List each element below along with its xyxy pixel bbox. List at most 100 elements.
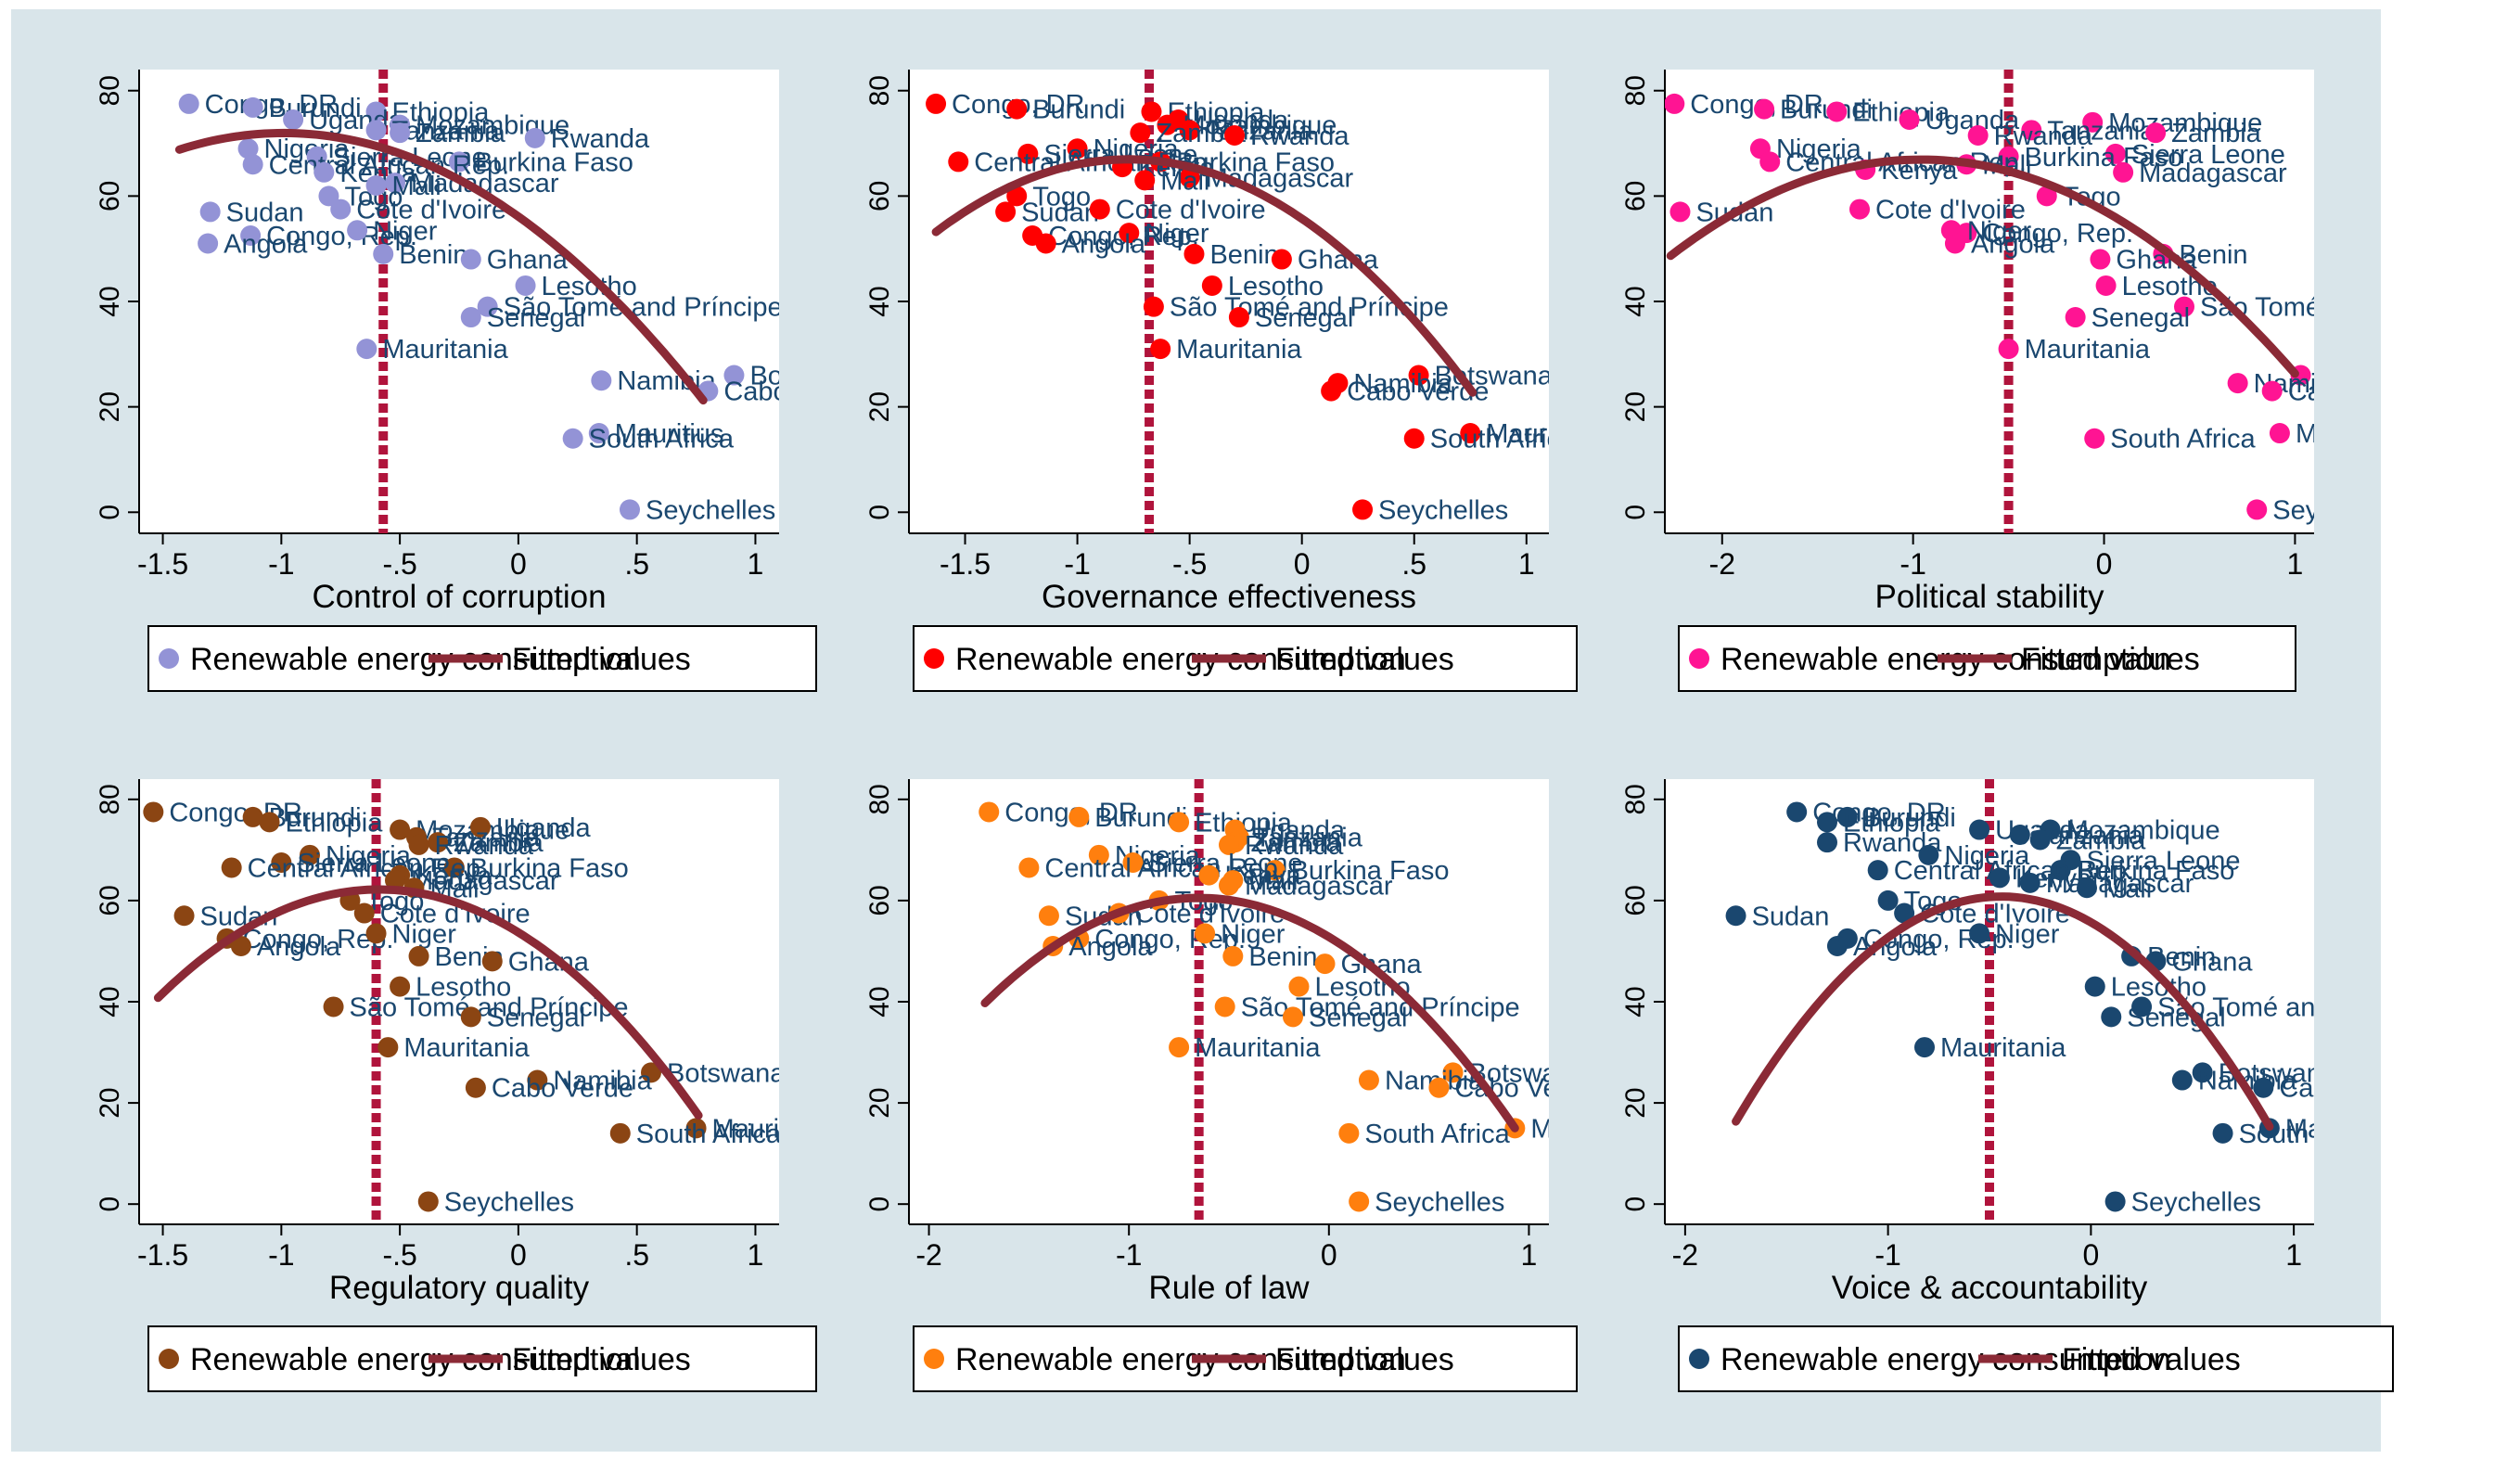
data-point bbox=[723, 365, 745, 386]
y-tick-label: 40 bbox=[1620, 986, 1651, 1017]
point-label: Sudan bbox=[1021, 198, 1099, 227]
data-point bbox=[465, 1077, 486, 1098]
data-point bbox=[173, 905, 195, 927]
data-point bbox=[2212, 1122, 2233, 1144]
data-point bbox=[390, 976, 411, 997]
data-point bbox=[2253, 1077, 2274, 1098]
data-point bbox=[1918, 844, 1939, 865]
y-tick-label: 0 bbox=[1620, 505, 1651, 520]
y-tick-label: 20 bbox=[95, 1087, 125, 1118]
point-label: Sierra Leone bbox=[2131, 140, 2285, 170]
data-point bbox=[2065, 307, 2086, 328]
data-point bbox=[408, 834, 429, 855]
data-point bbox=[588, 423, 609, 444]
point-label: Niger bbox=[1995, 919, 2060, 949]
x-tick-label: 1 bbox=[748, 547, 764, 581]
data-point bbox=[143, 801, 164, 823]
data-point bbox=[1141, 101, 1162, 122]
point-label: Angola bbox=[257, 932, 341, 962]
y-tick-label: 60 bbox=[864, 885, 895, 915]
x-tick-label: 0 bbox=[510, 547, 527, 581]
point-label: Cabo Verde bbox=[2279, 1074, 2421, 1104]
y-tick-label: 0 bbox=[95, 505, 125, 520]
data-point bbox=[1224, 125, 1246, 147]
data-point bbox=[373, 243, 394, 264]
x-tick-label: -1.5 bbox=[137, 547, 188, 581]
x-tick-label: -2 bbox=[1709, 547, 1735, 581]
y-tick-label: 80 bbox=[95, 75, 125, 106]
data-point bbox=[1169, 1037, 1190, 1058]
point-label: Sierra Leone bbox=[2087, 846, 2241, 876]
point-label: Congo, DR bbox=[169, 798, 301, 827]
point-label: Mauritius bbox=[1486, 419, 1595, 449]
point-label: Tanzania bbox=[1206, 116, 1314, 146]
point-label: Lesotho bbox=[1228, 272, 1324, 301]
point-label: Niger bbox=[1145, 219, 1209, 249]
y-tick-label: 60 bbox=[1620, 181, 1651, 211]
point-label: Rwanda bbox=[435, 831, 534, 861]
data-point bbox=[1157, 114, 1178, 135]
point-label: Zambia bbox=[454, 828, 544, 858]
point-label: Angola bbox=[224, 230, 308, 260]
point-label: Madagascar bbox=[411, 866, 559, 896]
data-point bbox=[347, 220, 368, 241]
point-label: South Africa bbox=[1364, 1120, 1510, 1149]
data-point bbox=[237, 138, 259, 160]
x-tick-label: .5 bbox=[624, 1238, 649, 1272]
x-tick-label: -1 bbox=[268, 1238, 294, 1272]
x-axis-title: Governance effectiveness bbox=[1042, 579, 1416, 615]
data-point bbox=[1088, 844, 1109, 865]
data-point bbox=[1089, 198, 1110, 220]
x-tick-label: 1 bbox=[748, 1238, 764, 1272]
point-label: Senegal bbox=[2091, 303, 2190, 333]
data-point bbox=[330, 198, 352, 220]
point-label: Rwanda bbox=[1994, 122, 2093, 151]
data-point bbox=[685, 1118, 707, 1139]
x-tick-label: .5 bbox=[1401, 547, 1426, 581]
data-point bbox=[2269, 423, 2290, 444]
x-axis-title: Regulatory quality bbox=[329, 1270, 590, 1306]
data-point bbox=[460, 307, 481, 328]
legend-marker bbox=[159, 648, 179, 669]
fitted-curve bbox=[1666, 155, 2299, 378]
point-label: Cabo Verde bbox=[723, 378, 865, 407]
x-tick-label: 0 bbox=[2096, 547, 2113, 581]
data-point bbox=[1288, 976, 1310, 997]
point-label: Mauritius bbox=[2285, 1114, 2395, 1144]
fitted-curve bbox=[980, 893, 1519, 1133]
data-point bbox=[562, 428, 583, 449]
data-point bbox=[1169, 812, 1190, 833]
point-label: Mauritius bbox=[2296, 419, 2405, 449]
data-point bbox=[323, 996, 344, 1017]
data-point bbox=[1428, 1077, 1450, 1098]
point-label: Mauritania bbox=[403, 1033, 530, 1063]
x-axis-title: Control of corruption bbox=[312, 579, 606, 615]
data-point bbox=[1998, 339, 2019, 360]
data-point bbox=[1017, 143, 1039, 164]
data-point bbox=[365, 120, 387, 141]
data-point bbox=[221, 857, 242, 878]
fitted-curve bbox=[1732, 892, 2274, 1132]
data-point bbox=[1264, 860, 1286, 881]
x-tick-label: .5 bbox=[624, 547, 649, 581]
data-point bbox=[1038, 905, 1059, 927]
x-axis-title: Political stability bbox=[1874, 579, 2104, 615]
point-label: Seychelles bbox=[1378, 495, 1508, 525]
data-point bbox=[2029, 829, 2051, 851]
point-label: Mauritania bbox=[1940, 1033, 2066, 1063]
point-label: Senegal bbox=[1309, 1003, 1407, 1032]
data-point bbox=[2009, 825, 2030, 845]
point-label: Congo, Rep. bbox=[1094, 925, 1246, 954]
data-point bbox=[2050, 860, 2071, 881]
point-label: Sudan bbox=[1752, 902, 1830, 931]
data-point bbox=[1403, 428, 1425, 449]
data-point bbox=[1969, 819, 1990, 840]
data-point bbox=[1669, 201, 1691, 223]
y-tick-label: 80 bbox=[1620, 75, 1651, 106]
legend-label-fitted: Fitted values bbox=[1275, 1342, 1454, 1377]
plot-area bbox=[909, 70, 1549, 533]
point-label: Mauritius bbox=[615, 419, 724, 449]
